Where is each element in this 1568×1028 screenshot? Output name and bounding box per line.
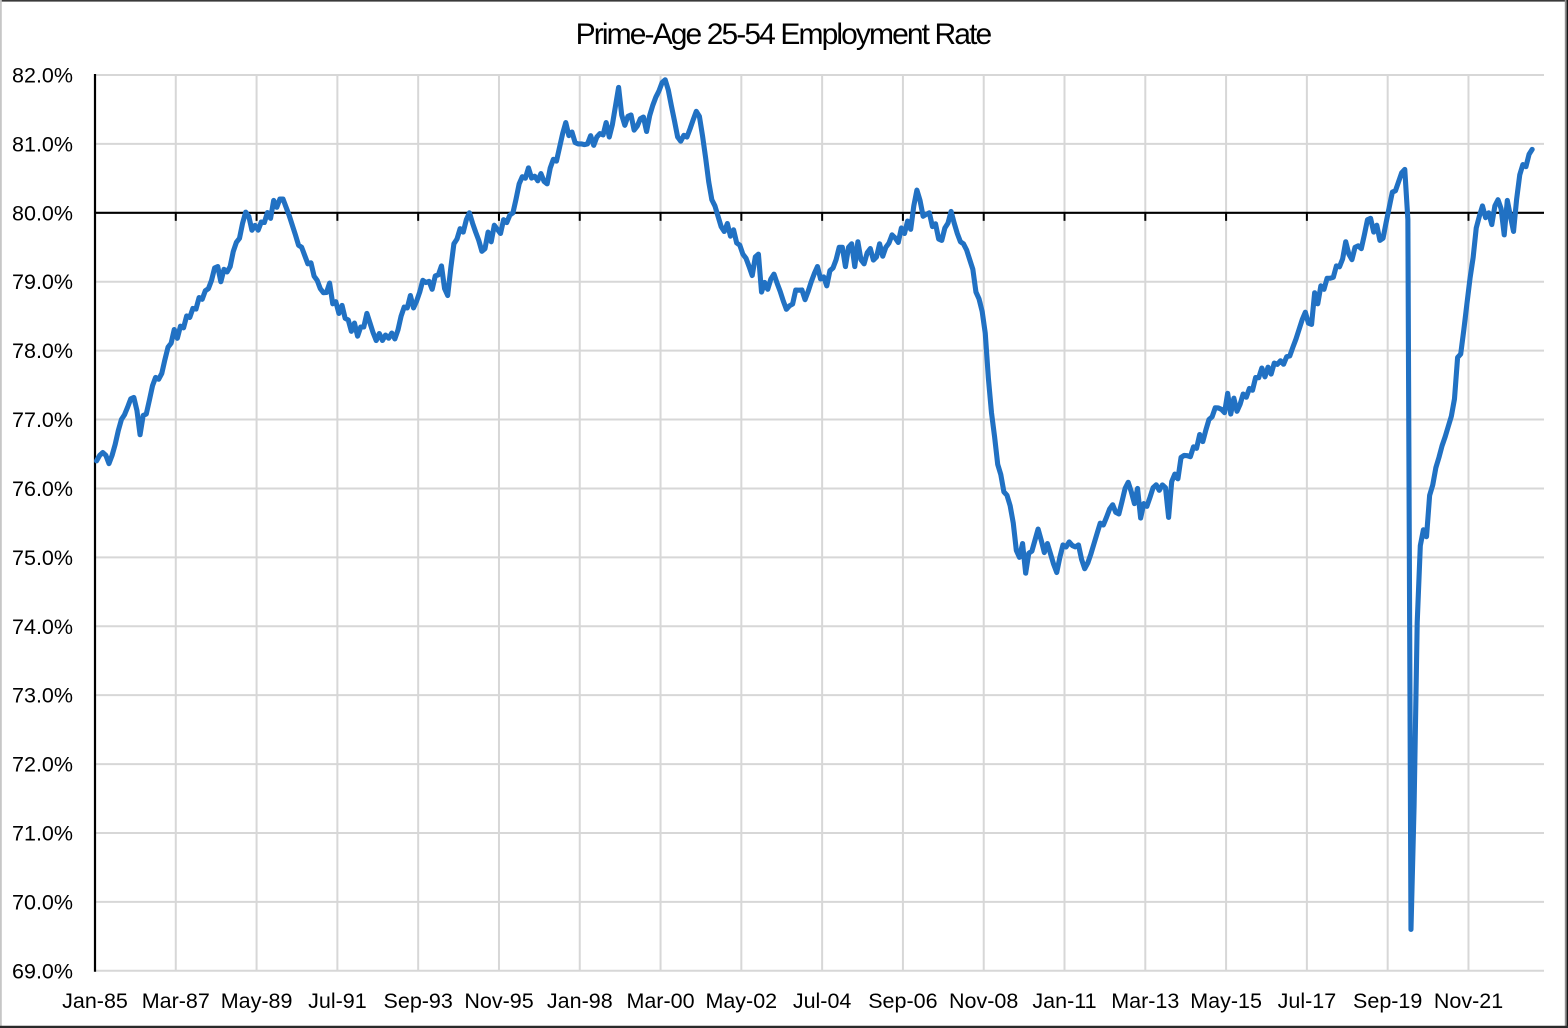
svg-text:Jan-98: Jan-98 bbox=[547, 989, 613, 1013]
svg-text:May-15: May-15 bbox=[1190, 989, 1262, 1013]
svg-text:Nov-08: Nov-08 bbox=[949, 989, 1018, 1013]
svg-text:Prime-Age 25-54 Employment Rat: Prime-Age 25-54 Employment Rate bbox=[576, 18, 992, 51]
svg-text:Jul-04: Jul-04 bbox=[793, 989, 852, 1013]
svg-text:79.0%: 79.0% bbox=[12, 270, 73, 294]
svg-text:Mar-00: Mar-00 bbox=[626, 989, 694, 1013]
svg-text:70.0%: 70.0% bbox=[12, 890, 73, 914]
svg-text:Sep-06: Sep-06 bbox=[868, 989, 937, 1013]
svg-text:73.0%: 73.0% bbox=[12, 684, 73, 708]
svg-text:69.0%: 69.0% bbox=[12, 959, 73, 983]
svg-text:Jan-11: Jan-11 bbox=[1032, 989, 1096, 1013]
svg-text:Jul-17: Jul-17 bbox=[1278, 989, 1337, 1013]
svg-text:78.0%: 78.0% bbox=[12, 339, 73, 363]
svg-text:Mar-13: Mar-13 bbox=[1111, 989, 1179, 1013]
svg-text:76.0%: 76.0% bbox=[12, 477, 73, 501]
svg-text:72.0%: 72.0% bbox=[12, 753, 73, 777]
svg-text:Jul-91: Jul-91 bbox=[308, 989, 367, 1013]
svg-text:May-89: May-89 bbox=[221, 989, 293, 1013]
svg-text:71.0%: 71.0% bbox=[12, 822, 73, 846]
svg-text:Nov-95: Nov-95 bbox=[464, 989, 533, 1013]
svg-text:82.0%: 82.0% bbox=[12, 64, 73, 88]
svg-text:80.0%: 80.0% bbox=[12, 201, 73, 225]
svg-text:Jan-85: Jan-85 bbox=[62, 989, 128, 1013]
svg-text:Nov-21: Nov-21 bbox=[1434, 989, 1503, 1013]
svg-text:Sep-19: Sep-19 bbox=[1353, 989, 1422, 1013]
svg-text:74.0%: 74.0% bbox=[12, 615, 73, 639]
svg-text:Sep-93: Sep-93 bbox=[384, 989, 453, 1013]
svg-text:75.0%: 75.0% bbox=[12, 546, 73, 570]
svg-text:81.0%: 81.0% bbox=[12, 132, 73, 156]
svg-text:Mar-87: Mar-87 bbox=[142, 989, 210, 1013]
svg-text:May-02: May-02 bbox=[705, 989, 777, 1013]
svg-text:77.0%: 77.0% bbox=[12, 408, 73, 432]
